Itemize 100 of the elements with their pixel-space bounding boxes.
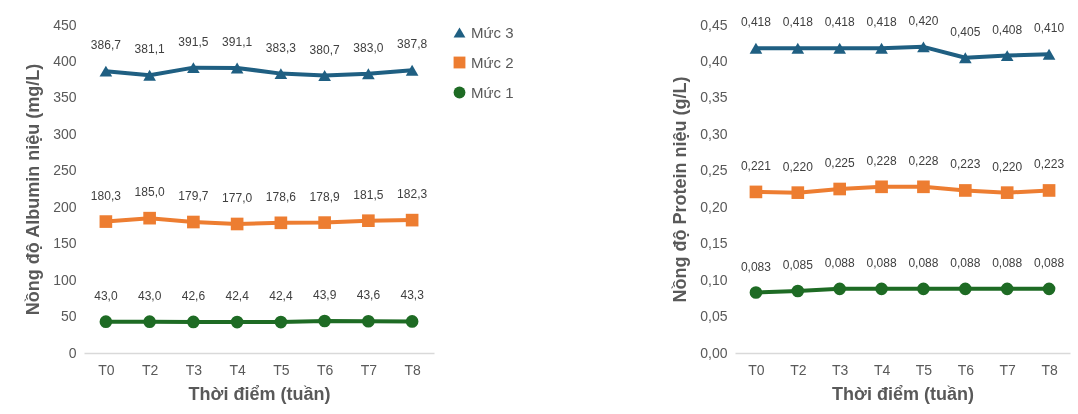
x-tick-label: T8 <box>404 361 421 378</box>
point <box>1000 282 1014 296</box>
data-label: 181,5 <box>353 187 384 202</box>
point <box>1042 184 1056 197</box>
data-label: 0,228 <box>866 153 897 168</box>
x-tick-label: T8 <box>1041 361 1058 378</box>
data-label: 383,0 <box>353 40 384 55</box>
x-tick-label: T0 <box>98 361 115 378</box>
point <box>274 315 288 329</box>
data-label: 0,088 <box>950 255 981 270</box>
y-tick-label: 50 <box>60 308 77 325</box>
data-label: 0,405 <box>950 24 981 39</box>
data-label: 387,8 <box>397 37 428 52</box>
x-tick-label: T4 <box>873 361 891 378</box>
point <box>749 42 763 54</box>
data-label: 185,0 <box>134 185 165 200</box>
data-label: 0,408 <box>992 22 1023 37</box>
y-tick-label: 0,45 <box>700 16 728 33</box>
data-label: 381,1 <box>134 42 165 57</box>
legend-label: Mức 2 <box>471 53 514 71</box>
data-label: 0,085 <box>782 258 814 273</box>
x-tick-label: T0 <box>748 361 765 378</box>
point <box>749 286 763 299</box>
data-label: 0,088 <box>1034 255 1065 270</box>
point <box>958 282 972 296</box>
point <box>917 180 930 194</box>
y-tick-label: 200 <box>53 198 77 215</box>
x-tick-label: T3 <box>832 361 849 378</box>
y-axis-title: Nồng độ Protein niệu (g/L) <box>670 76 691 303</box>
data-label: 380,7 <box>309 42 340 57</box>
point <box>187 62 200 74</box>
x-axis-title: Thời điểm (tuần) <box>188 383 331 404</box>
y-tick-label: 0,00 <box>700 344 728 361</box>
y-tick-label: 250 <box>53 162 77 179</box>
y-tick-label: 0 <box>68 344 77 361</box>
point <box>917 282 930 296</box>
point <box>958 52 972 64</box>
point <box>99 65 113 77</box>
point <box>318 216 331 229</box>
point <box>362 214 375 228</box>
data-label: 0,228 <box>908 153 939 168</box>
point <box>230 217 244 231</box>
point <box>274 216 288 230</box>
point <box>1000 50 1014 62</box>
data-label: 0,225 <box>824 156 856 170</box>
legend-label: Mức 3 <box>471 23 514 41</box>
point <box>230 315 244 329</box>
point <box>99 315 113 328</box>
point <box>274 68 288 80</box>
x-axis-title: Thời điểm (tuần) <box>832 383 974 404</box>
data-label: 0,220 <box>992 159 1023 174</box>
point <box>230 62 244 74</box>
data-label: 43,6 <box>356 288 381 303</box>
point <box>143 315 156 328</box>
x-tick-label: T3 <box>185 361 203 378</box>
y-tick-label: 300 <box>53 125 77 142</box>
data-label: 177,0 <box>222 190 253 205</box>
x-tick-label: T2 <box>790 361 807 378</box>
point <box>875 180 888 194</box>
x-tick-label: T7 <box>999 361 1017 378</box>
point <box>791 186 805 199</box>
y-axis-title: Nồng độ Albumin niệu (mg/L) <box>23 63 44 316</box>
data-label: 42,6 <box>181 288 206 303</box>
data-label: 0,223 <box>1034 157 1065 172</box>
data-label: 42,4 <box>269 289 293 304</box>
x-tick-label: T5 <box>915 361 933 378</box>
data-label: 0,083 <box>740 259 772 274</box>
data-label: 43,0 <box>94 288 118 303</box>
x-tick-label: T7 <box>360 361 378 378</box>
data-label: 182,3 <box>397 187 428 202</box>
y-tick-label: 0,15 <box>700 235 728 252</box>
data-label: 391,5 <box>178 34 209 49</box>
point <box>318 70 331 81</box>
data-label: 0,418 <box>740 15 772 30</box>
x-tick-label: T5 <box>273 361 290 378</box>
point <box>1042 48 1056 60</box>
data-label: 386,7 <box>90 38 122 53</box>
y-tick-label: 0,20 <box>700 198 728 215</box>
x-tick-label: T2 <box>141 361 159 378</box>
x-tick-label: T6 <box>957 361 975 378</box>
data-label: 180,3 <box>90 188 122 203</box>
y-tick-label: 400 <box>53 52 77 69</box>
data-label: 0,418 <box>782 15 814 30</box>
data-label: 42,4 <box>225 289 250 304</box>
x-tick-label: T6 <box>316 361 334 378</box>
point <box>833 182 847 196</box>
data-label: 0,088 <box>866 255 897 270</box>
data-label: 178,6 <box>265 189 297 204</box>
legend-label: Mức 1 <box>471 83 514 101</box>
y-tick-label: 100 <box>53 271 77 288</box>
y-tick-label: 0,30 <box>700 125 728 142</box>
data-label: 0,418 <box>824 15 856 30</box>
point <box>833 42 847 54</box>
data-label: 0,418 <box>866 15 897 30</box>
y-tick-label: 350 <box>53 89 77 106</box>
data-label: 179,7 <box>178 189 209 204</box>
point <box>99 215 113 228</box>
data-label: 178,9 <box>309 189 340 204</box>
data-label: 0,410 <box>1034 21 1065 36</box>
point <box>749 185 763 199</box>
